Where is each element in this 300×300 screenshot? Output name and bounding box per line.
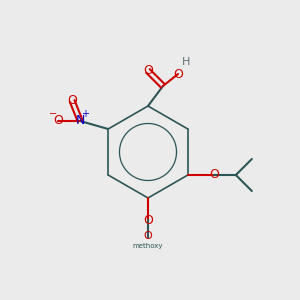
Text: H: H [182, 57, 190, 67]
Text: O: O [209, 169, 219, 182]
Text: O: O [67, 94, 77, 107]
Text: −: − [49, 109, 57, 119]
Text: N: N [76, 115, 85, 128]
Text: +: + [81, 109, 89, 119]
Text: O: O [143, 64, 153, 77]
Text: O: O [173, 68, 183, 80]
Text: O: O [143, 214, 153, 226]
Text: O: O [144, 231, 152, 241]
Text: O: O [53, 115, 63, 128]
Text: methoxy: methoxy [133, 243, 163, 249]
